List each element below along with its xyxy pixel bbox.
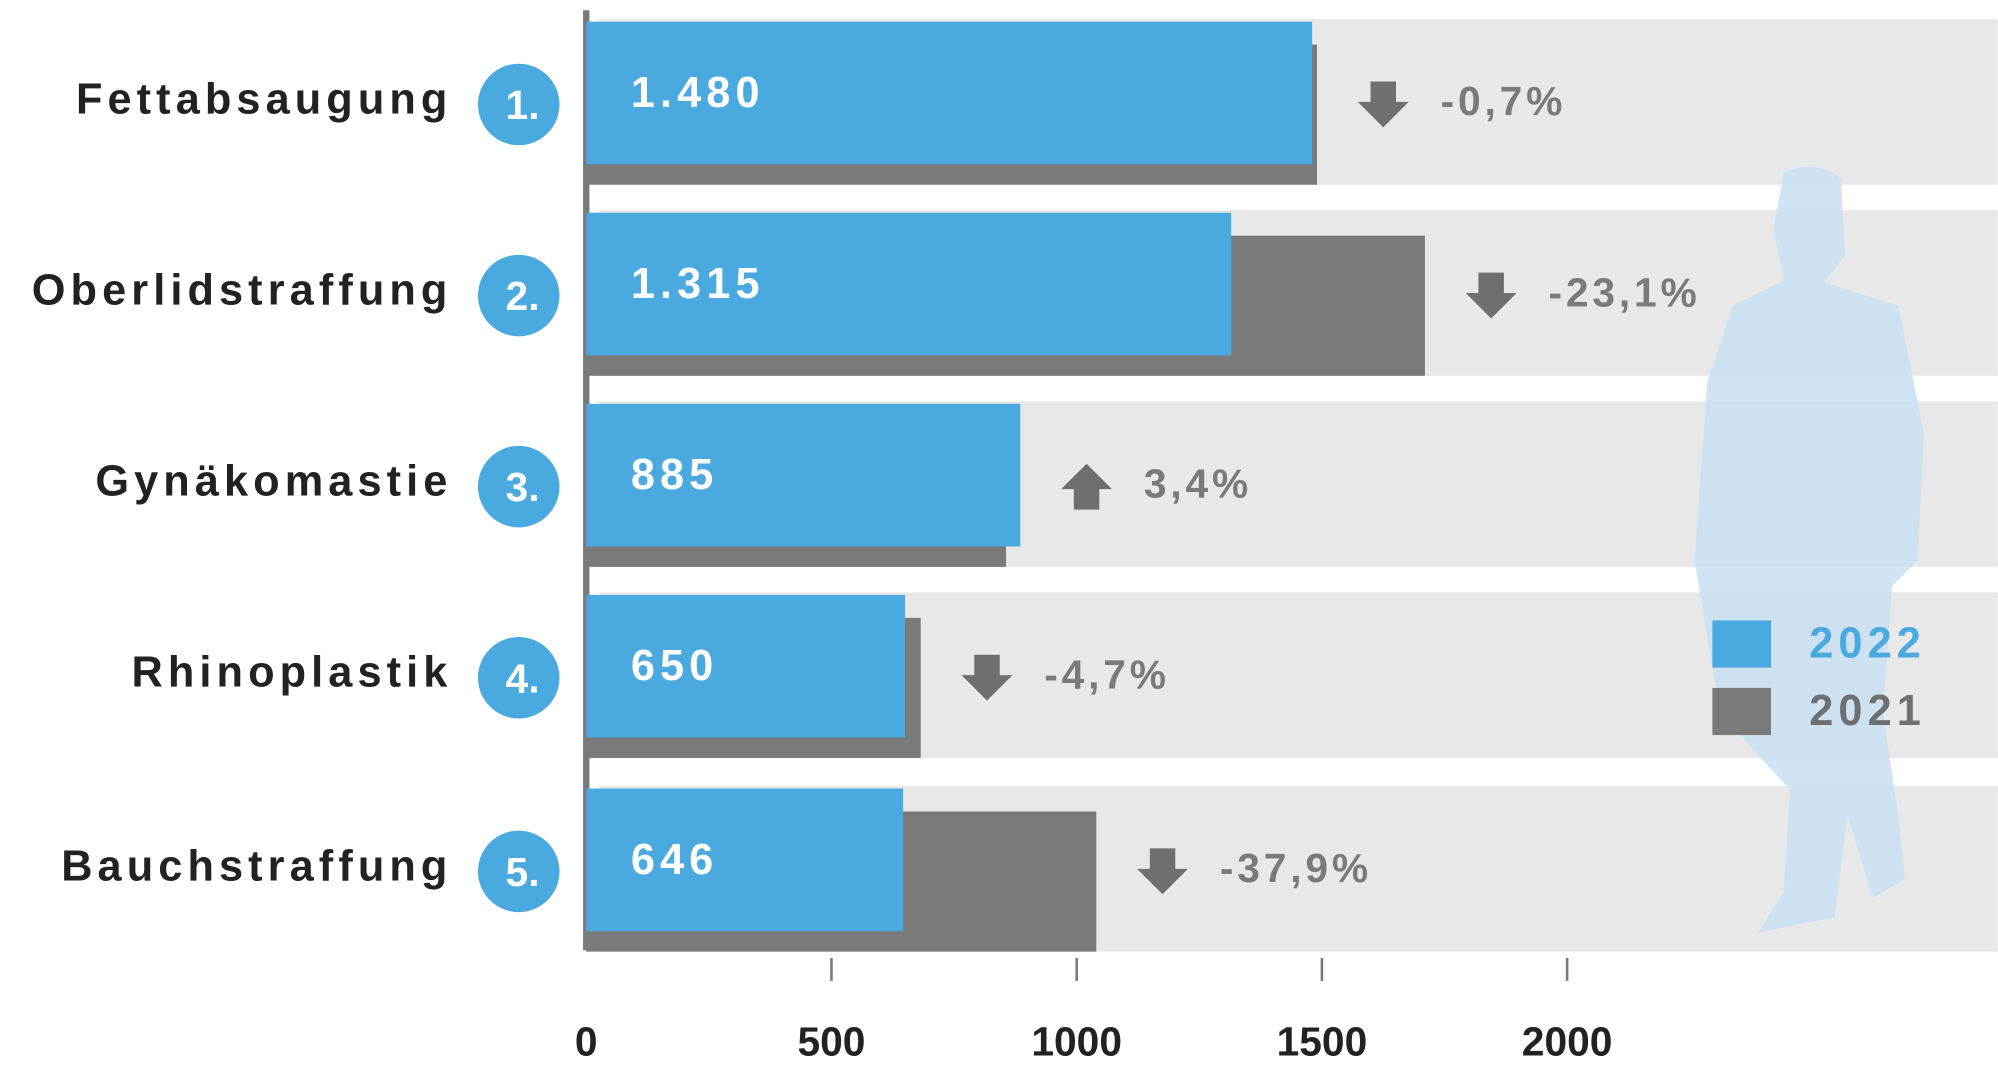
change-label: 3,4% (1144, 460, 1252, 506)
x-tick-label: 0 (575, 1018, 598, 1064)
rank-label: 3. (506, 464, 540, 510)
value-label: 1.315 (631, 260, 765, 308)
silhouette (1694, 166, 1924, 933)
rank-badge (477, 63, 560, 146)
change-label: -4,7% (1044, 651, 1170, 697)
rank-label: 5. (506, 849, 540, 895)
legend-label: 2022 (1809, 619, 1926, 667)
bar-2022 (586, 21, 1313, 165)
rank-badge (477, 830, 560, 913)
arrow-down (1357, 81, 1409, 128)
category-label: Bauchstraffung (61, 842, 452, 890)
rank-badge (477, 254, 560, 337)
value-label: 650 (631, 642, 719, 690)
category-label: Rhinoplastik (132, 649, 453, 697)
change-label: -0,7% (1441, 78, 1567, 124)
rank-label: 4. (506, 655, 540, 701)
bar-2022 (586, 403, 1021, 547)
arrow-down (961, 654, 1013, 701)
rank-label: 2. (506, 273, 540, 319)
value-label: 1.480 (631, 69, 765, 117)
x-tick-label: 2000 (1522, 1018, 1613, 1064)
arrow-down (1465, 272, 1517, 319)
category-label: Gynäkomastie (95, 458, 452, 506)
legend-label: 2021 (1809, 687, 1926, 735)
bar-2022 (586, 594, 906, 738)
legend-swatch (1712, 620, 1771, 668)
category-label: Oberlidstraffung (32, 266, 453, 314)
change-label: -37,9% (1220, 845, 1372, 891)
rank-label: 1. (506, 82, 540, 128)
value-label: 646 (631, 836, 719, 884)
x-tick-label: 1000 (1031, 1018, 1122, 1064)
category-label: Fettabsaugung (76, 75, 453, 123)
rank-badge (477, 636, 560, 719)
value-label: 885 (631, 451, 719, 499)
x-tick-label: 500 (797, 1018, 865, 1064)
bar-2022 (586, 788, 904, 932)
rank-badge (477, 445, 560, 528)
x-tick-label: 1500 (1277, 1018, 1368, 1064)
arrow-down (1137, 848, 1189, 895)
legend-swatch (1712, 687, 1771, 736)
arrow-up (1061, 463, 1113, 510)
bar-2022 (586, 212, 1232, 356)
change-label: -23,1% (1548, 269, 1700, 315)
